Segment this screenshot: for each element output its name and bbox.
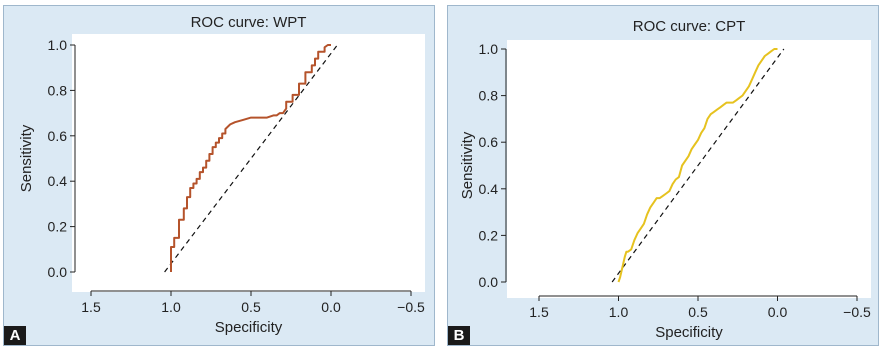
y-axis-label: Sensitivity [18,124,35,192]
chart-title: ROC curve: CPT [633,18,746,35]
roc-curve-line [170,44,331,272]
roc-chart-cpt: ROC curve: CPT 0.0 0.2 0.4 0.6 0.8 1.0 1.5 1.0 0.… [459,18,871,341]
plot-area [72,34,425,292]
x-tick-label: −0.5 [397,299,425,315]
x-tick-label: 1.5 [81,299,101,315]
y-tick-label: 0.6 [479,134,499,150]
y-tick-label: 0.8 [48,82,68,98]
y-tick-label: 0.0 [48,264,68,280]
y-tick-label: 0.4 [479,181,499,197]
roc-panel-cpt: ROC curve: CPT 0.0 0.2 0.4 0.6 0.8 1.0 1.5 1.0 0.… [447,5,879,346]
y-tick-label: 1.0 [48,37,68,53]
y-tick-label: 1.0 [479,41,499,57]
x-tick-label: 1.0 [161,299,181,315]
plot-area [507,40,871,298]
y-tick-label: 0.0 [479,274,499,290]
y-tick-label: 0.2 [48,219,68,235]
panel-label-a: A [4,326,26,345]
roc-chart-wpt: ROC curve: WPT 0.0 0.2 0.4 0.6 0.8 1.0 1.5 1.0 0.… [18,14,425,336]
reference-diagonal-line [164,44,338,273]
x-tick-label: 1.0 [609,304,629,320]
x-axis-label: Specificity [655,324,723,341]
x-axis-label: Specificity [215,319,283,336]
x-tick-label: 1.5 [529,304,549,320]
x-tick-label: 0.0 [321,299,341,315]
roc-panel-wpt: ROC curve: WPT 0.0 0.2 0.4 0.6 0.8 1.0 1.5 1.0 0.… [3,5,435,346]
y-axis-label: Sensitivity [459,131,476,199]
y-tick-label: 0.4 [48,173,68,189]
x-tick-label: −0.5 [843,304,871,320]
y-tick-label: 0.8 [479,88,499,104]
chart-title: ROC curve: WPT [191,14,307,31]
x-tick-label: 0.5 [241,299,261,315]
y-tick-label: 0.6 [48,128,68,144]
x-tick-label: 0.0 [768,304,788,320]
reference-diagonal-line [611,48,785,283]
roc-curve-line [617,48,778,283]
x-tick-label: 0.5 [688,304,708,320]
y-tick-label: 0.2 [479,227,499,243]
panel-label-b: B [448,326,470,345]
